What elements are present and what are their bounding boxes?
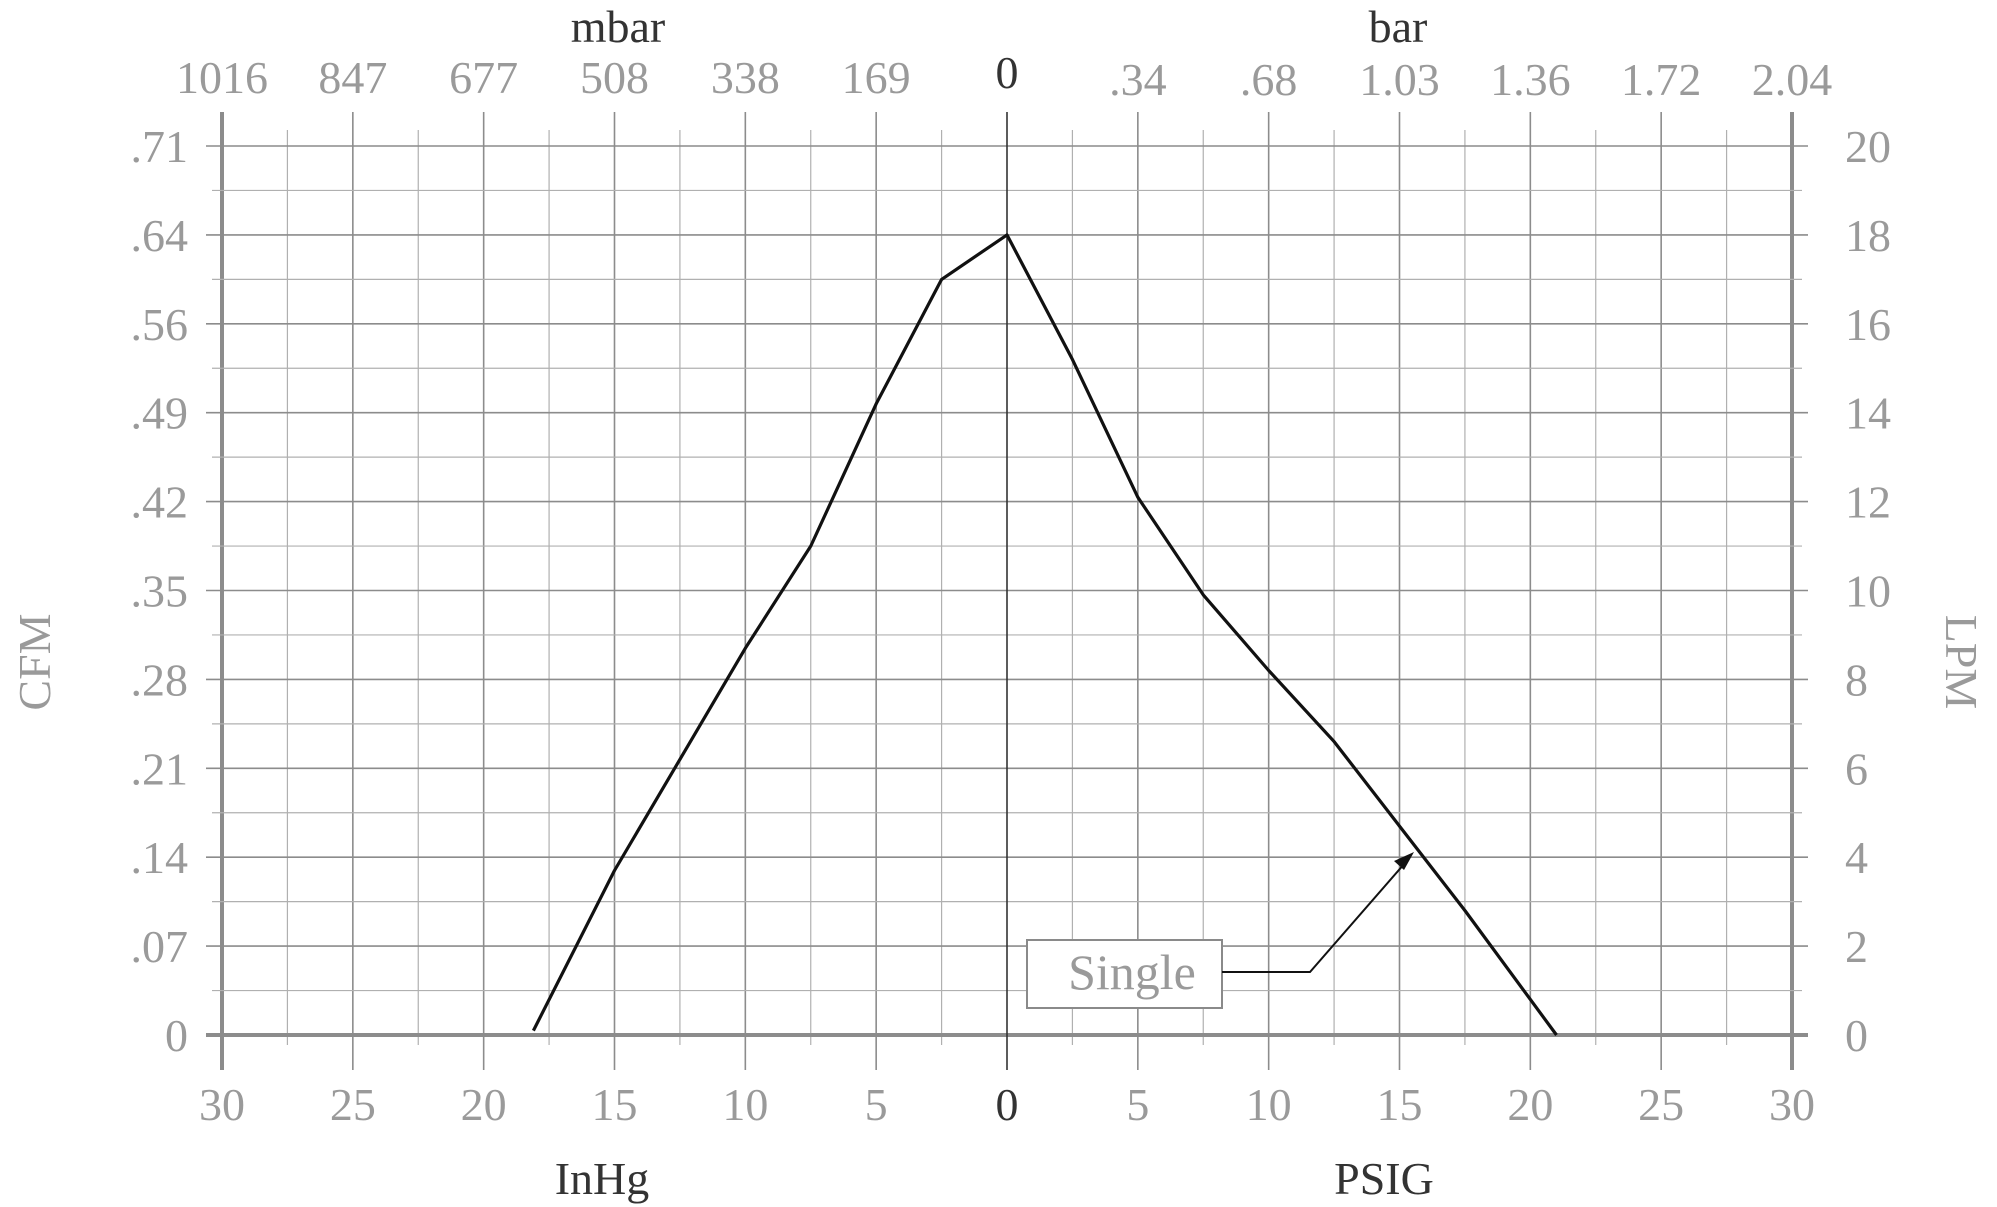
left-tick-label: 0 xyxy=(165,1010,188,1061)
top-left-tick-label: 677 xyxy=(449,52,518,103)
bottom-right-tick-label: 10 xyxy=(1246,1079,1292,1130)
right-tick-label: 12 xyxy=(1845,477,1891,528)
bottom-left-tick-label: 10 xyxy=(722,1079,768,1130)
top-left-unit-label: mbar xyxy=(571,1,666,52)
top-zero-tick-label: 0 xyxy=(996,47,1019,98)
bottom-left-tick-label: 25 xyxy=(330,1079,376,1130)
legend-arrowhead xyxy=(1394,852,1414,870)
bottom-left-tick-label: 30 xyxy=(199,1079,245,1130)
bottom-right-tick-label: 20 xyxy=(1507,1079,1553,1130)
bottom-left-unit-label: InHg xyxy=(555,1153,650,1204)
left-axis-title: CFM xyxy=(9,613,60,710)
bottom-left-tick-label: 20 xyxy=(461,1079,507,1130)
right-tick-label: 18 xyxy=(1845,210,1891,261)
left-tick-label: .64 xyxy=(131,210,189,261)
top-right-tick-label: .34 xyxy=(1109,54,1167,105)
bottom-left-tick-label: 15 xyxy=(592,1079,638,1130)
axes xyxy=(206,112,1808,1070)
left-tick-label: .21 xyxy=(131,743,189,794)
legend: Single xyxy=(1026,852,1414,1009)
left-tick-label: .56 xyxy=(131,299,189,350)
top-right-tick-label: 1.03 xyxy=(1359,54,1440,105)
top-left-tick-label: 169 xyxy=(842,52,911,103)
top-right-unit-label: bar xyxy=(1369,1,1428,52)
right-tick-label: 2 xyxy=(1845,921,1868,972)
top-left-tick-label: 1016 xyxy=(176,52,268,103)
right-tick-label: 20 xyxy=(1845,121,1891,172)
top-right-tick-label: 1.36 xyxy=(1490,54,1571,105)
bottom-right-unit-label: PSIG xyxy=(1334,1153,1434,1204)
right-tick-label: 16 xyxy=(1845,299,1891,350)
left-tick-label: .28 xyxy=(131,654,189,705)
right-axis-title: LPM xyxy=(1936,615,1987,710)
left-tick-label: .71 xyxy=(131,121,189,172)
bottom-right-tick-label: 15 xyxy=(1377,1079,1423,1130)
top-right-tick-label: 2.04 xyxy=(1752,54,1833,105)
bottom-zero-tick-label: 0 xyxy=(996,1079,1019,1130)
right-tick-label: 0 xyxy=(1845,1010,1868,1061)
bottom-right-tick-label: 25 xyxy=(1638,1079,1684,1130)
left-tick-label: .07 xyxy=(131,921,189,972)
right-tick-label: 14 xyxy=(1845,388,1891,439)
top-right-tick-label: 1.72 xyxy=(1621,54,1702,105)
legend-leader-line xyxy=(1222,862,1406,973)
right-tick-label: 4 xyxy=(1845,832,1868,883)
bottom-right-tick-label: 30 xyxy=(1769,1079,1815,1130)
legend-label-single: Single xyxy=(1068,944,1196,1000)
left-tick-label: .14 xyxy=(131,832,189,883)
left-tick-label: .35 xyxy=(131,566,189,617)
legend-box xyxy=(1026,939,1223,1009)
top-right-tick-label: .68 xyxy=(1240,54,1298,105)
left-tick-label: .49 xyxy=(131,388,189,439)
top-left-tick-label: 508 xyxy=(580,52,649,103)
right-tick-label: 10 xyxy=(1845,566,1891,617)
bottom-left-tick-label: 5 xyxy=(865,1079,888,1130)
left-tick-label: .42 xyxy=(131,477,189,528)
right-tick-label: 6 xyxy=(1845,743,1868,794)
series-line-single xyxy=(531,233,1558,1036)
top-left-tick-label: 847 xyxy=(318,52,387,103)
top-left-tick-label: 338 xyxy=(711,52,780,103)
right-tick-label: 8 xyxy=(1845,654,1868,705)
bottom-right-tick-label: 5 xyxy=(1126,1079,1149,1130)
